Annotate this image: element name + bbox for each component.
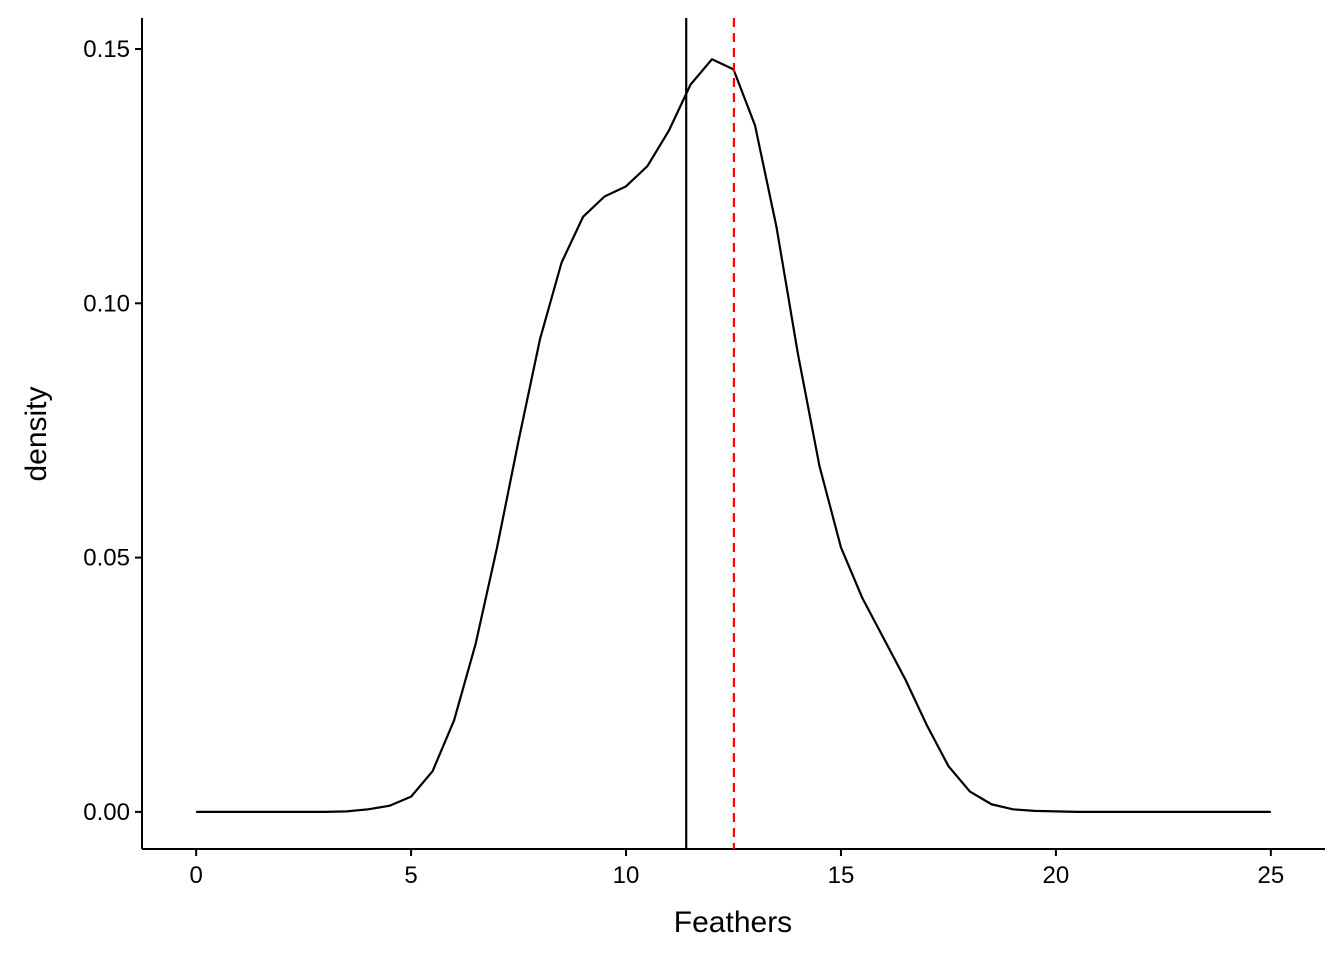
x-tick-label: 20	[1043, 862, 1070, 889]
x-tick-label: 15	[828, 862, 855, 889]
y-axis-title: density	[20, 386, 53, 481]
x-axis-title: Feathers	[674, 906, 792, 939]
y-tick-label: 0.10	[83, 290, 130, 317]
x-tick-label: 25	[1257, 862, 1284, 889]
x-tick-label: 5	[404, 862, 417, 889]
y-tick-label: 0.15	[83, 36, 130, 63]
x-tick-label: 0	[189, 862, 202, 889]
y-tick-label: 0.00	[83, 799, 130, 826]
x-tick-label: 10	[613, 862, 640, 889]
y-tick-label: 0.05	[83, 545, 130, 572]
